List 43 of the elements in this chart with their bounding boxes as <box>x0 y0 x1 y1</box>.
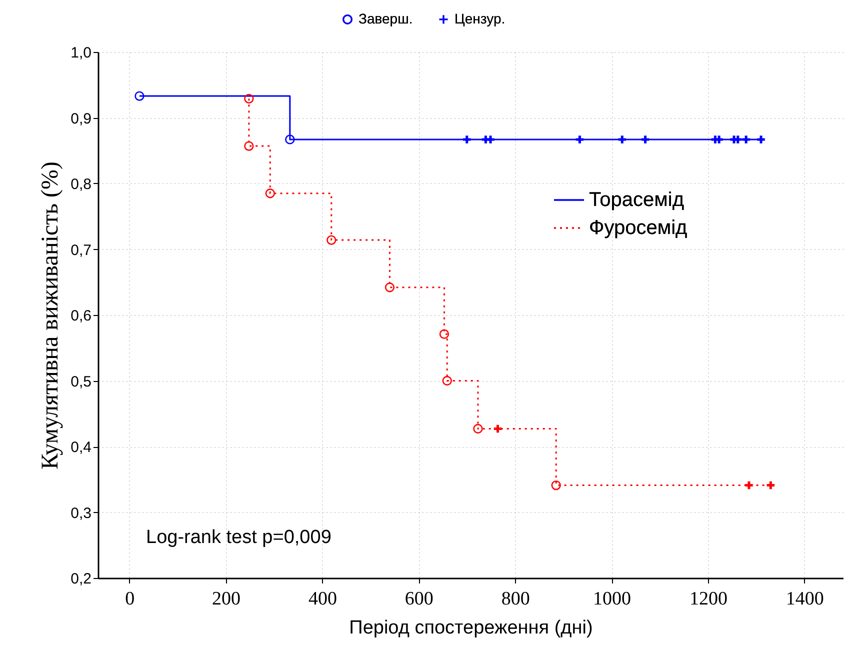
point <box>492 424 503 434</box>
point <box>551 480 561 490</box>
point <box>134 91 144 101</box>
y-tick-label: 0,8 <box>70 176 92 193</box>
y-tick-label: 0,2 <box>70 570 92 588</box>
point <box>574 134 585 145</box>
point <box>265 188 275 198</box>
y-tick-label: 0,9 <box>70 110 92 128</box>
x-tick-label: 1400 <box>786 588 824 610</box>
point <box>384 282 395 292</box>
y-tick-label: 0,5 <box>70 373 92 390</box>
point <box>439 329 450 339</box>
x-tick-label: 1000 <box>593 588 632 610</box>
y-axis-title: Кумулятивна виживаність (%) <box>38 161 64 470</box>
legend-label: Заверш. <box>358 10 413 26</box>
point <box>640 134 650 145</box>
point <box>285 134 295 144</box>
y-tick-label: 0,3 <box>70 504 92 522</box>
x-tick-label: 600 <box>404 588 434 610</box>
point <box>473 424 483 434</box>
point <box>617 134 628 145</box>
point <box>766 480 776 490</box>
point <box>744 480 754 490</box>
point <box>442 376 452 386</box>
y-tick-label: 0,4 <box>70 439 92 456</box>
x-tick-label: 800 <box>501 588 530 610</box>
legend-label: Цензур. <box>454 10 506 26</box>
point <box>326 235 336 245</box>
x-tick-label: 200 <box>212 588 241 610</box>
y-tick-label: 1,0 <box>70 44 92 62</box>
point <box>462 134 472 145</box>
y-tick-label: 0,7 <box>70 242 92 259</box>
point <box>740 134 752 145</box>
point <box>244 141 254 151</box>
annotation: Log-rank test p=0,009 <box>146 527 332 548</box>
y-tick-label: 0,6 <box>70 308 92 324</box>
x-axis-title: Період спостереження (дні) <box>349 618 593 638</box>
x-tick-label: 0 <box>125 588 135 610</box>
legend-label: Торасемід <box>589 189 684 211</box>
point <box>244 94 254 104</box>
x-tick-label: 400 <box>308 588 337 610</box>
x-tick-label: 1200 <box>689 588 728 610</box>
legend-label: Фуросемід <box>589 217 688 239</box>
